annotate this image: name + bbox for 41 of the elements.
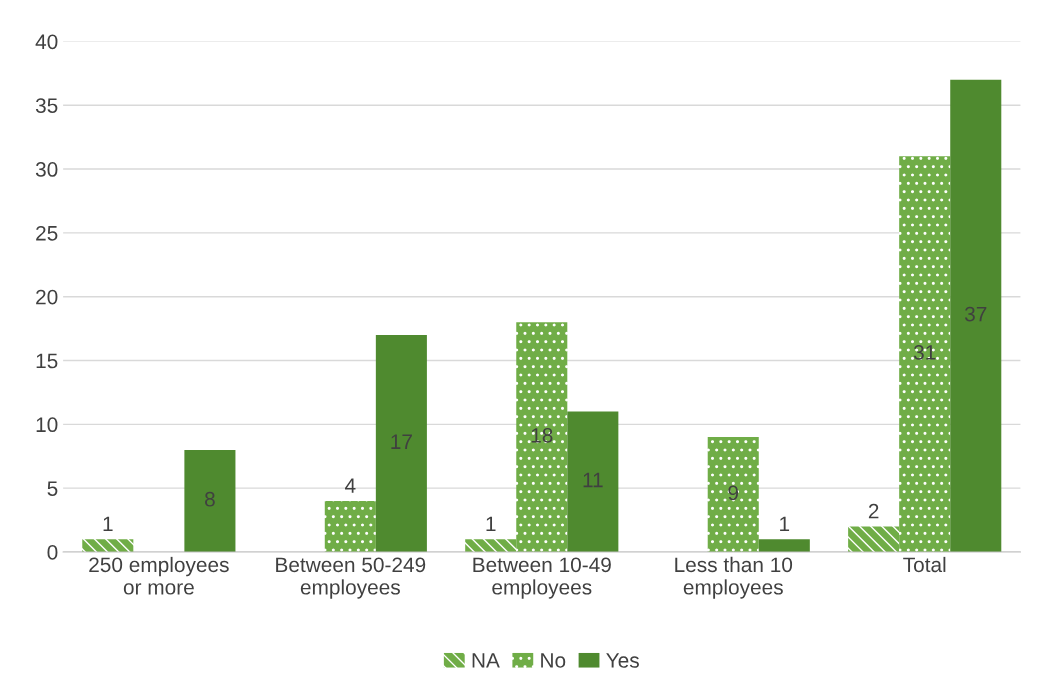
data-label: 17 <box>391 434 412 449</box>
bar <box>848 526 900 552</box>
x-tick-label: Less than 10 employees <box>675 556 793 599</box>
y-tick-label: 25 <box>36 225 58 241</box>
data-label: 31 <box>913 344 936 360</box>
data-label: 1 <box>486 516 496 532</box>
bar <box>707 437 759 552</box>
bar <box>82 539 134 552</box>
bar <box>567 411 619 552</box>
legend-label: No <box>541 653 566 668</box>
x-tick-label: Between 50-249 employees <box>276 557 426 599</box>
data-label: 1 <box>103 516 113 532</box>
bar <box>899 156 951 552</box>
y-tick-label: 0 <box>47 545 58 560</box>
x-tick-label: Total <box>903 556 946 573</box>
data-label: 11 <box>583 472 603 488</box>
x-tick-label: 250 employees or more <box>89 556 229 595</box>
bar <box>324 500 376 552</box>
data-label: 8 <box>205 491 215 507</box>
y-tick-label: 30 <box>35 162 58 177</box>
y-tick-label: 5 <box>47 481 58 496</box>
data-label: 1 <box>780 516 790 532</box>
data-label: 2 <box>868 503 879 519</box>
bar <box>516 322 568 552</box>
x-tick-label: Between 10-49 employees <box>473 557 611 599</box>
legend-label: NA <box>472 653 500 668</box>
data-label: 9 <box>728 485 739 501</box>
y-tick-label: 35 <box>35 98 58 113</box>
data-label: 18 <box>531 427 553 443</box>
bar <box>375 335 427 552</box>
data-label: 37 <box>964 306 987 322</box>
bar <box>758 539 810 552</box>
y-tick-label: 10 <box>36 417 58 433</box>
data-label: 4 <box>345 478 356 493</box>
y-tick-label: 15 <box>36 353 58 369</box>
bar <box>950 79 1002 552</box>
y-tick-label: 20 <box>36 289 58 305</box>
bar <box>184 449 236 552</box>
legend-label: Yes <box>606 653 639 668</box>
bar <box>465 539 517 552</box>
y-tick-label: 40 <box>35 34 58 50</box>
